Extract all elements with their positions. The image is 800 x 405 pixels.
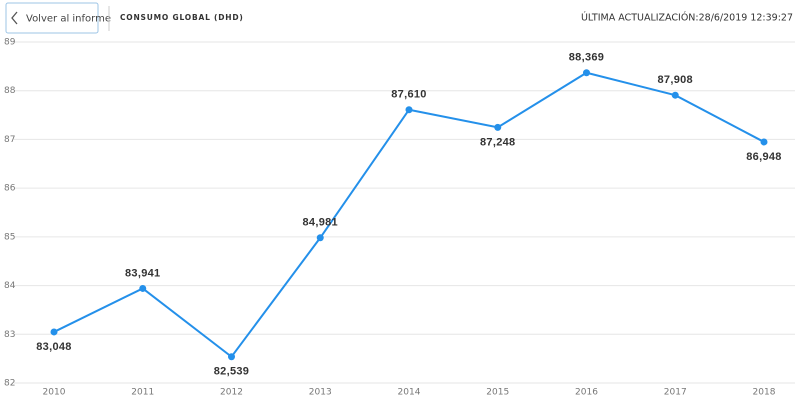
value-label: 86,948	[746, 151, 781, 163]
point	[494, 123, 502, 131]
back-button[interactable]	[5, 2, 99, 34]
x-tick-label: 2016	[575, 388, 598, 398]
point	[760, 138, 768, 146]
back-button-label[interactable]: Volver al informe	[26, 14, 111, 25]
value-label: 88,369	[569, 52, 604, 64]
value-label: 82,539	[214, 366, 249, 378]
x-tick-label: 2013	[309, 388, 332, 398]
y-tick-label: 83	[4, 330, 15, 340]
point	[50, 328, 58, 336]
value-label: 83,048	[36, 341, 71, 353]
value-label: 84,981	[303, 217, 338, 229]
y-tick-label: 84	[4, 281, 16, 291]
value-label: 87,610	[391, 89, 426, 101]
x-tick-label: 2018	[753, 388, 776, 398]
page-title: CONSUMO GLOBAL (DHD)	[120, 13, 244, 22]
value-label: 87,908	[658, 74, 693, 86]
y-tick-label: 89	[4, 38, 16, 48]
point	[228, 353, 235, 361]
x-tick-label: 2015	[486, 388, 509, 398]
x-tick-label: 2014	[398, 388, 421, 398]
x-tick-label: 2010	[43, 388, 66, 398]
y-tick-label: 85	[4, 232, 15, 242]
x-tick-label: 2011	[131, 388, 154, 398]
y-tick-label: 86	[4, 184, 16, 194]
point	[671, 91, 679, 99]
x-tick-label: 2017	[664, 388, 687, 398]
y-tick-label: 88	[4, 86, 16, 96]
back-icon	[11, 11, 18, 25]
point	[405, 106, 413, 114]
x-tick-label: 2012	[220, 388, 243, 398]
point	[583, 69, 590, 77]
value-label: 83,941	[125, 267, 160, 279]
y-tick-label: 87	[4, 135, 15, 145]
last-update: ÚLTIMA ACTUALIZACIÓN:28/6/2019 12:39:27	[581, 12, 793, 24]
point	[139, 284, 147, 292]
y-tick-label: 82	[4, 379, 15, 389]
line	[53, 71, 765, 359]
point	[316, 234, 324, 242]
value-label: 87,248	[480, 136, 515, 148]
